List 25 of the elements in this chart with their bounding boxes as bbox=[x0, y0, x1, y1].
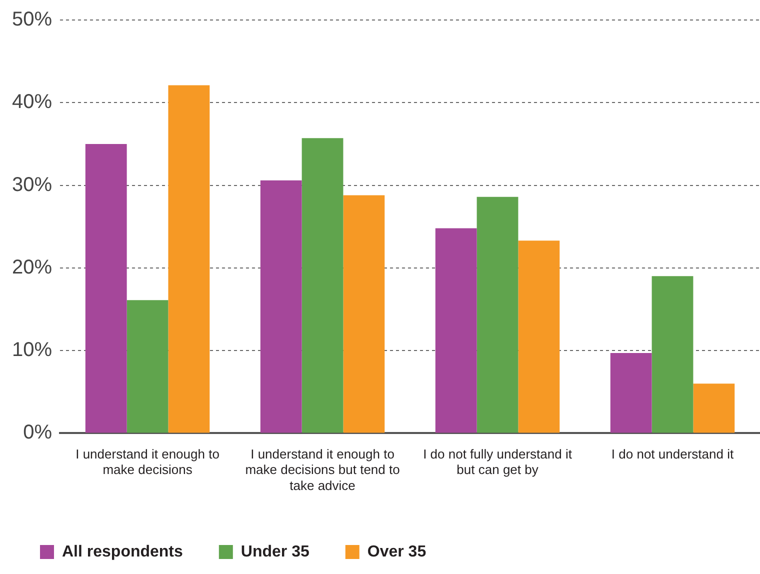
legend-label: Under 35 bbox=[240, 543, 310, 560]
y-tick-label: 0% bbox=[23, 422, 52, 444]
bar bbox=[126, 300, 168, 433]
bar bbox=[168, 85, 210, 433]
y-tick-label: 50% bbox=[12, 8, 52, 31]
x-tick-label: I understand it enough to make decisions bbox=[76, 446, 220, 478]
x-tick-label: I do not fully understand it but can get by bbox=[423, 446, 572, 478]
legend-label: Over 35 bbox=[367, 543, 426, 560]
x-tick-label: I do not understand it bbox=[611, 446, 734, 462]
bar bbox=[85, 144, 127, 433]
y-tick-label: 20% bbox=[12, 256, 52, 278]
bar bbox=[260, 180, 302, 433]
bar bbox=[343, 195, 385, 433]
bar bbox=[302, 138, 344, 433]
bar bbox=[476, 196, 518, 433]
bar bbox=[518, 240, 560, 433]
legend-label: All respondents bbox=[62, 543, 184, 560]
bar bbox=[693, 384, 735, 433]
bar bbox=[610, 353, 652, 433]
bar bbox=[652, 276, 694, 433]
y-tick-label: 40% bbox=[12, 91, 52, 114]
y-tick-label: 10% bbox=[12, 339, 52, 362]
bar bbox=[435, 228, 477, 433]
x-tick-label: I understand it enough to make decisions but tend to take advice bbox=[245, 446, 400, 493]
y-tick-label: 30% bbox=[12, 174, 52, 196]
